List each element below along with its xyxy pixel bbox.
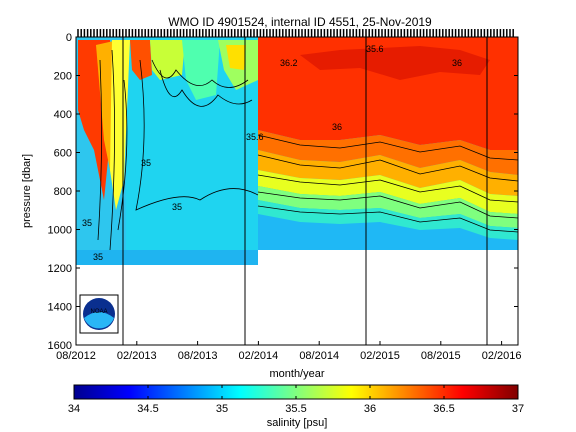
noaa-logo: NOAA	[79, 294, 119, 334]
y-tick-label: 800	[54, 186, 72, 198]
x-axis: 08/2012 02/2013 08/2013 02/2014 08/2014 02/20…	[56, 341, 521, 362]
x-tick-label: 02/2013	[117, 350, 157, 362]
y-axis: 0 200 400 600 800 1000 1200 1400 1600	[48, 32, 518, 352]
x-tick-label: 08/2013	[178, 350, 218, 362]
contour-lines	[97, 49, 519, 251]
y-axis-label: pressure [dbar]	[21, 154, 33, 228]
contour-label-group: 35 35 35 35 35.6 35.6 36 36 36.2	[82, 44, 462, 262]
colorbar-tick-label: 36.5	[433, 403, 454, 415]
x-axis-label: month/year	[269, 368, 324, 380]
noaa-logo-text: NOAA	[90, 309, 107, 315]
x-tick-label: 02/2015	[360, 350, 400, 362]
early-segment-field	[76, 37, 258, 265]
colorbar-ticks: 34 34.5 35 35.5 36 36.5 37	[68, 385, 524, 415]
colorbar-tick-label: 34	[68, 403, 80, 415]
contour-label: 35	[82, 218, 92, 228]
colorbar-label: salinity [psu]	[267, 417, 328, 429]
contour-label: 36	[332, 122, 342, 132]
contour-label: 36.2	[280, 58, 298, 68]
y-tick-label: 0	[66, 32, 72, 44]
x-tick-label: 08/2014	[299, 350, 339, 362]
plot-area: 35 35 35 35 35.6 35.6 36 36 36.2	[75, 29, 519, 346]
x-tick-label: 08/2012	[56, 350, 96, 362]
colorbar-tick-label: 37	[512, 403, 524, 415]
y-tick-label: 200	[54, 71, 72, 83]
y-tick-label: 600	[54, 148, 72, 160]
colorbar: 34 34.5 35 35.5 36 36.5 37 salinity [psu]	[68, 384, 524, 429]
colorbar-tick-label: 34.5	[137, 403, 158, 415]
contour-label: 35.6	[246, 132, 264, 142]
colorbar-tick-label: 35	[216, 403, 228, 415]
colorbar-tick-label: 36	[364, 403, 376, 415]
y-tick-label: 1200	[48, 263, 72, 275]
contour-label: 35	[141, 158, 151, 168]
x-tick-label: 02/2016	[482, 350, 522, 362]
y-tick-label: 1600	[48, 340, 72, 352]
contour-label: 35	[172, 202, 182, 212]
y-tick-label: 1000	[48, 225, 72, 237]
year-marker-lines	[122, 37, 488, 345]
profile-station-ticks	[77, 29, 514, 37]
contour-label: 35	[93, 252, 103, 262]
late-segment-field	[258, 37, 518, 250]
chart-title: WMO ID 4901524, internal ID 4551, 25-Nov…	[168, 15, 432, 29]
colorbar-tick-label: 35.5	[285, 403, 306, 415]
contour-label: 35.6	[366, 44, 384, 54]
y-tick-label: 1400	[48, 302, 72, 314]
y-tick-label: 400	[54, 109, 72, 121]
x-tick-label: 02/2014	[239, 350, 279, 362]
x-tick-label: 08/2015	[421, 350, 461, 362]
contour-label: 36	[452, 58, 462, 68]
